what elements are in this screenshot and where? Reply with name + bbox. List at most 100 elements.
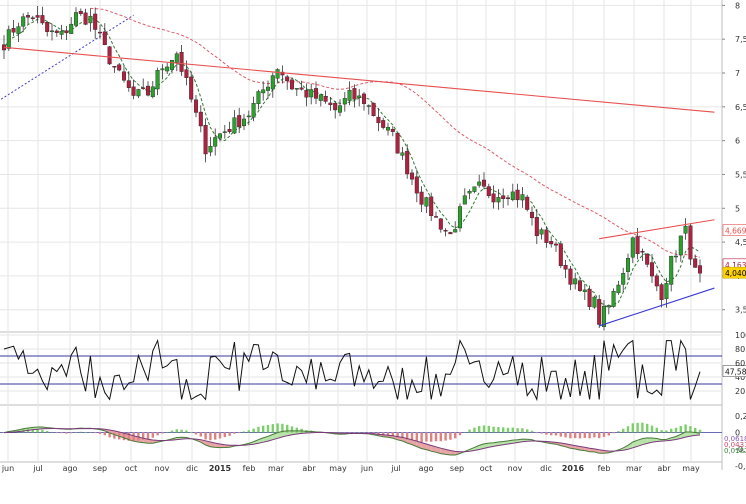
candle-body <box>593 297 597 307</box>
candle-body <box>684 226 688 233</box>
macd-histogram-bar <box>65 433 67 434</box>
candle-body <box>626 258 630 271</box>
x-tick-label: jul <box>32 464 43 473</box>
candle-body <box>122 72 126 81</box>
macd-histogram-bar <box>430 433 432 442</box>
candle-body <box>636 236 640 253</box>
candle-body <box>151 87 155 97</box>
candle-body <box>559 244 563 266</box>
macd-histogram-bar <box>41 430 43 433</box>
macd-histogram-bar <box>420 433 422 443</box>
candle-body <box>290 80 294 89</box>
macd-histogram-bar <box>152 433 154 438</box>
candle-body <box>324 96 328 101</box>
candle-body <box>689 226 693 259</box>
candle-body <box>113 66 117 67</box>
candle-body <box>41 15 45 23</box>
candle-body <box>338 106 342 113</box>
macd-histogram-bar <box>190 432 192 433</box>
y-tick-label: 5,5 <box>735 170 746 179</box>
candle-body <box>117 65 121 70</box>
macd-histogram-bar <box>483 425 485 432</box>
candle-body <box>405 151 409 174</box>
candle-body <box>218 134 222 139</box>
candle-body <box>693 259 697 268</box>
macd-histogram-bar <box>46 431 48 433</box>
macd-histogram-bar <box>569 433 571 439</box>
candle-body <box>69 24 73 33</box>
candle-body <box>679 236 683 255</box>
macd-histogram-bar <box>675 428 677 433</box>
x-tick-label: jul <box>390 464 401 473</box>
candle-body <box>377 117 381 123</box>
macd-histogram-bar <box>660 430 662 433</box>
macd-histogram-bar <box>248 430 250 432</box>
macd-histogram-bar <box>588 433 590 439</box>
candle-body <box>79 11 83 13</box>
macd-histogram-bar <box>617 431 619 432</box>
macd-histogram-bar <box>185 430 187 432</box>
candle-body <box>36 15 40 17</box>
candle-body <box>573 279 577 284</box>
macd-histogram-bar <box>608 433 610 436</box>
candle-body <box>415 177 419 193</box>
y-tick-label: 6 <box>735 137 740 146</box>
last-price-value: 4,040 <box>725 269 746 278</box>
macd-value-label: 0,0187 <box>724 447 746 455</box>
candle-body <box>386 127 390 130</box>
y-tick-label: 3,5 <box>735 306 746 315</box>
macd-histogram-bar <box>156 433 158 436</box>
macd-histogram-bar <box>454 433 456 439</box>
macd-histogram-bar <box>603 433 605 437</box>
y-tick-label: 7 <box>735 69 740 78</box>
rsi-tick-label: 20 <box>735 387 745 396</box>
macd-histogram-bar <box>641 423 643 433</box>
candle-body <box>31 18 35 19</box>
candle-body <box>588 289 592 307</box>
macd-histogram-bar <box>89 432 91 433</box>
macd-histogram-bar <box>473 428 475 433</box>
macd-histogram-bar <box>632 423 634 432</box>
macd-histogram-bar <box>425 433 427 442</box>
candle-body <box>12 28 16 32</box>
macd-histogram-bar <box>694 428 696 433</box>
x-tick-label: may <box>329 464 347 473</box>
x-tick-label: dic <box>186 464 198 473</box>
macd-histogram-bar <box>262 426 264 433</box>
macd-histogram-bar <box>219 433 221 439</box>
candle-body <box>607 305 611 306</box>
macd-histogram-bar <box>75 432 77 433</box>
candle-body <box>305 90 309 97</box>
x-tick-label: 2015 <box>209 464 232 473</box>
candle-body <box>17 27 21 34</box>
macd-histogram-bar <box>622 429 624 433</box>
macd-histogram-bar <box>209 433 211 441</box>
macd-histogram-bar <box>276 423 278 432</box>
candle-body <box>319 95 323 101</box>
candle-body <box>492 194 496 202</box>
x-tick-label: oct <box>125 464 137 473</box>
candle-body <box>204 125 208 154</box>
candle-body <box>189 77 193 99</box>
candle-body <box>477 182 481 185</box>
candle-body <box>549 241 553 244</box>
candle-body <box>98 32 102 33</box>
macd-histogram-bar <box>161 433 163 434</box>
trend-line-wedge-upper <box>599 220 714 239</box>
candle-body <box>93 14 97 30</box>
candle-body <box>473 187 477 192</box>
macd-histogram-bar <box>272 424 274 432</box>
macd-histogram-bar <box>166 432 168 433</box>
macd-histogram-bar <box>435 433 437 442</box>
candle-body <box>266 87 270 91</box>
price-pane <box>0 6 714 331</box>
candle-body <box>554 244 558 245</box>
x-tick-label: nov <box>155 464 170 473</box>
candle-body <box>357 96 361 98</box>
candle-body <box>45 22 49 32</box>
macd-histogram-bar <box>488 426 490 433</box>
candle-body <box>285 77 289 81</box>
macd-histogram-bar <box>224 433 226 437</box>
candle-body <box>242 119 246 126</box>
macd-histogram-bar <box>195 433 197 435</box>
